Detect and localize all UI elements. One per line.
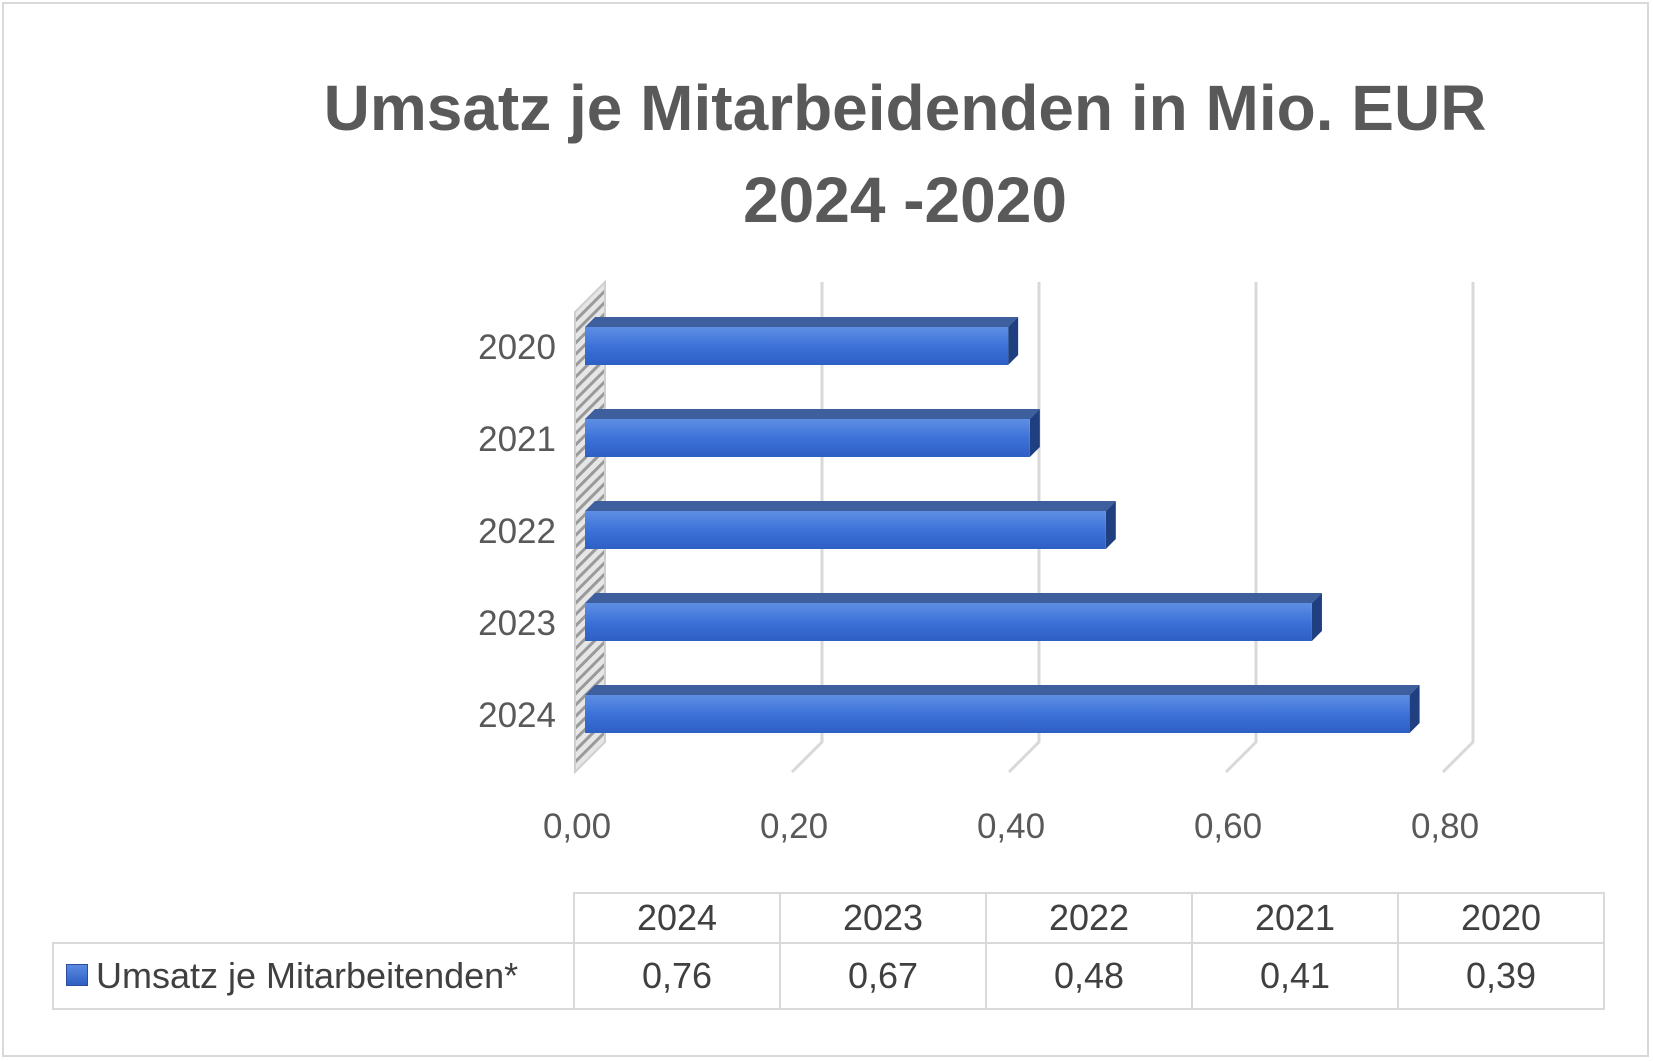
x-tick-label: 0,20 bbox=[760, 807, 828, 846]
data-table-header-cell: 2023 bbox=[779, 892, 987, 944]
data-table-value-cell: 0,39 bbox=[1397, 942, 1605, 1010]
chart-title-line-2: 2024 -2020 bbox=[743, 164, 1067, 236]
data-table-value-cell: 0,76 bbox=[573, 942, 781, 1010]
x-tick-label: 0,80 bbox=[1411, 807, 1479, 846]
data-table-header-cell: 2020 bbox=[1397, 892, 1605, 944]
data-table-header-cell: 2021 bbox=[1191, 892, 1399, 944]
data-table-header-row: 2024 2023 2022 2021 2020 bbox=[53, 892, 1605, 944]
category-label: 2022 bbox=[478, 512, 556, 551]
bar-top-face bbox=[585, 593, 1322, 603]
bar bbox=[585, 695, 1410, 733]
chart-title-line-1: Umsatz je Mitarbeidenden in Mio. EUR bbox=[323, 72, 1487, 144]
x-tick-label: 0,00 bbox=[543, 807, 611, 846]
legend-key-icon bbox=[66, 964, 88, 987]
category-label: 2024 bbox=[478, 696, 556, 735]
category-label: 2020 bbox=[478, 328, 556, 367]
bar-side-face bbox=[1008, 317, 1019, 365]
x-tick-label: 0,60 bbox=[1194, 807, 1262, 846]
bar bbox=[585, 419, 1030, 457]
data-table-value-row: Umsatz je Mitarbeitenden* 0,76 0,67 0,48… bbox=[52, 942, 1605, 1010]
data-table-header-cell: 2022 bbox=[985, 892, 1193, 944]
bar-side-face bbox=[1311, 593, 1322, 641]
x-tick-labels: 0,00 0,20 0,40 0,60 0,80 bbox=[543, 807, 1479, 846]
chart-plot-area: 2024 2023 2022 2021 2020 0,00 0,20 0,40 0,60 0,8… bbox=[478, 279, 1479, 846]
data-table-value-cell: 0,41 bbox=[1191, 942, 1399, 1010]
gridline bbox=[1224, 282, 1258, 774]
data-table-header-cell: 2024 bbox=[573, 892, 781, 944]
bar-side-face bbox=[1409, 685, 1420, 733]
category-label: 2021 bbox=[478, 420, 556, 459]
bar-side-face bbox=[1105, 501, 1116, 549]
data-table-value-cell: 0,67 bbox=[779, 942, 987, 1010]
x-tick-label: 0,40 bbox=[977, 807, 1045, 846]
bar bbox=[585, 511, 1106, 549]
bar bbox=[585, 327, 1009, 365]
bars bbox=[585, 317, 1420, 733]
bar-side-face bbox=[1029, 409, 1040, 457]
data-table: 2024 2023 2022 2021 2020 Umsatz je Mitar… bbox=[52, 892, 1605, 1010]
gridline bbox=[1441, 282, 1475, 774]
data-table-value-cell: 0,48 bbox=[985, 942, 1193, 1010]
chart-title: Umsatz je Mitarbeidenden in Mio. EUR 202… bbox=[200, 62, 1610, 246]
category-labels: 2024 2023 2022 2021 2020 bbox=[478, 328, 556, 735]
bar-top-face bbox=[585, 685, 1420, 695]
bar bbox=[585, 603, 1312, 641]
data-table-series-label: Umsatz je Mitarbeitenden* bbox=[52, 942, 575, 1010]
bar-top-face bbox=[585, 317, 1019, 327]
bar-top-face bbox=[585, 409, 1040, 419]
data-table-corner bbox=[53, 893, 574, 944]
category-label: 2023 bbox=[478, 604, 556, 643]
series-name: Umsatz je Mitarbeitenden* bbox=[96, 955, 519, 996]
bar-top-face bbox=[585, 501, 1116, 511]
